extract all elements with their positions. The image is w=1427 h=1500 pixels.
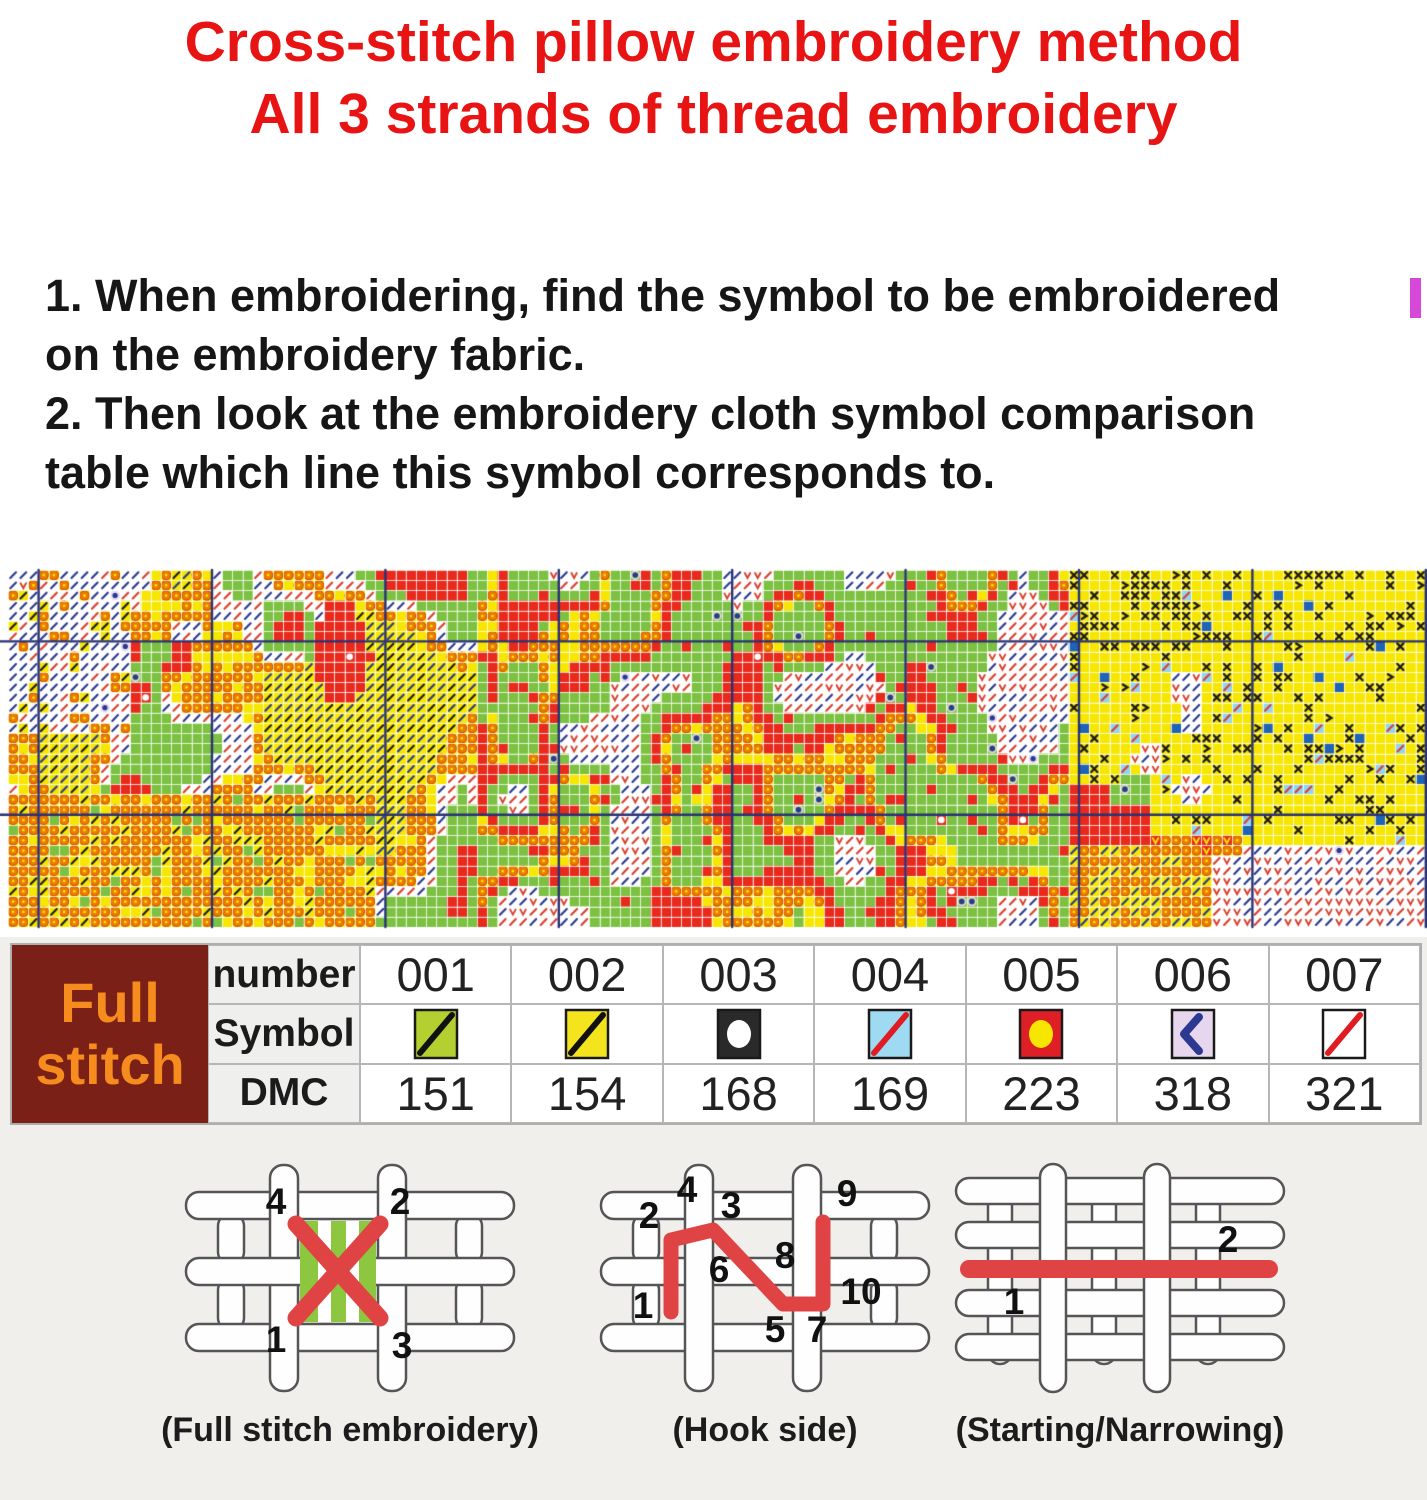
red-thread-path (663, 1214, 830, 1320)
stitch-number: 2 (1217, 1219, 1238, 1260)
instruction-line-4: table which line this symbol corresponds… (45, 447, 996, 498)
legend-symbol-cell (511, 1004, 663, 1064)
legend-dmc: 168 (662, 1063, 815, 1123)
legend-symbol-cell (965, 1004, 1118, 1064)
weave-stub (216, 1212, 245, 1266)
stitch-number: 6 (708, 1249, 729, 1290)
instruction-line-1: 1. When embroidering, find the symbol to… (45, 270, 1281, 321)
legend-number: 005 (965, 945, 1118, 1005)
legend-symbol-cell (1268, 1004, 1420, 1064)
instruction-line-3: 2. Then look at the embroidery cloth sym… (45, 388, 1256, 439)
stitch-number: 1 (632, 1285, 653, 1326)
stitch-number: 3 (720, 1185, 741, 1226)
legend-dmc: 169 (814, 1063, 966, 1123)
stitch-number: 2 (389, 1181, 410, 1222)
full-stitch-label-line1: Full (60, 970, 160, 1034)
weave-bar-horizontal (184, 1322, 515, 1353)
instructions-text: 1. When embroidering, find the symbol to… (45, 266, 1420, 502)
legend-number: 003 (662, 945, 815, 1005)
legend-symbol-swatch (867, 1008, 913, 1060)
legend-number: 001 (360, 945, 512, 1005)
legend-symbol-swatch (564, 1008, 610, 1060)
weave-stub (454, 1212, 483, 1266)
hook-side-weave-figure: 2 4 3 9 6 8 1 5 7 10 (599, 1163, 930, 1393)
legend-dmc: 318 (1117, 1063, 1269, 1123)
stitch-number: 8 (774, 1235, 795, 1276)
stitch-number: 5 (764, 1309, 785, 1350)
legend-symbol-swatch (413, 1008, 458, 1060)
red-cross-stitch (287, 1215, 388, 1327)
legend-symbol-cell (360, 1004, 512, 1064)
stitch-number: 1 (265, 1319, 286, 1360)
legend-number: 004 (814, 945, 966, 1005)
title-line-1: Cross-stitch pillow embroidery method (184, 10, 1243, 74)
stitch-number: 9 (836, 1173, 857, 1214)
full-stitch-label: Full stitch (12, 945, 208, 1123)
bottom-section: Full stitch number Symbol DMC 001 151 002 1… (0, 937, 1427, 1500)
symbol-legend-table: Full stitch number Symbol DMC 001 151 002 1… (10, 943, 1422, 1125)
cross-stitch-pattern-chart (0, 567, 1427, 937)
weave-bar-horizontal (954, 1332, 1285, 1362)
magenta-cursor-artifact (1410, 278, 1421, 318)
legend-symbol-swatch (1170, 1008, 1216, 1060)
stitch-number: 10 (840, 1271, 881, 1312)
legend-symbol-cell (1117, 1004, 1269, 1064)
weave-bar-horizontal (599, 1190, 930, 1221)
legend-dmc: 154 (511, 1063, 663, 1123)
row-header-symbol: Symbol (208, 1004, 360, 1064)
row-header-dmc: DMC (208, 1063, 360, 1123)
weave-bar-horizontal (954, 1176, 1285, 1206)
title-line-2: All 3 strands of thread embroidery (249, 82, 1178, 146)
diagram-caption-hook-side: (Hook side) (672, 1411, 858, 1449)
legend-number: 007 (1268, 945, 1420, 1005)
stitch-number: 4 (265, 1181, 286, 1222)
stitch-number: 3 (391, 1325, 412, 1366)
legend-symbol-swatch (716, 1008, 761, 1060)
weave-bar-vertical (683, 1163, 714, 1393)
weave-stub (869, 1212, 898, 1266)
diagram-caption-starting-narrowing: (Starting/Narrowing) (955, 1411, 1285, 1449)
red-thread-horizontal (959, 1260, 1278, 1278)
stitch-number: 4 (676, 1169, 697, 1210)
stitch-number: 2 (638, 1195, 659, 1236)
diagram-hook-side: 2 4 3 9 6 8 1 5 7 10 (Hook side) (555, 1162, 975, 1450)
weave-bar-horizontal (599, 1322, 930, 1353)
full-stitch-label-line2: stitch (35, 1032, 185, 1096)
legend-symbol-swatch (1322, 1008, 1367, 1060)
legend-number: 006 (1117, 945, 1269, 1005)
legend-symbol-swatch (1019, 1008, 1064, 1060)
instruction-line-2: on the embroidery fabric. (45, 329, 586, 380)
diagram-starting-narrowing: 1 2 (Starting/Narrowing) (900, 1162, 1340, 1450)
diagram-full-stitch: 4 2 1 3 (Full stitch embroidery) (130, 1162, 570, 1450)
weave-bar-horizontal (954, 1220, 1285, 1250)
starting-narrowing-weave-figure: 1 2 (954, 1162, 1285, 1394)
legend-dmc: 321 (1268, 1063, 1420, 1123)
full-stitch-weave-figure: 4 2 1 3 (184, 1163, 515, 1393)
legend-dmc: 151 (360, 1063, 512, 1123)
weave-bar-horizontal (184, 1190, 515, 1221)
legend-symbol-cell (814, 1004, 966, 1064)
page-title: Cross-stitch pillow embroidery method Al… (0, 6, 1427, 150)
weave-bar-horizontal (954, 1288, 1285, 1318)
stitch-number: 7 (806, 1309, 827, 1350)
legend-symbol-cell (662, 1004, 815, 1064)
stitch-number: 1 (1003, 1281, 1024, 1322)
row-header-number: number (208, 945, 360, 1005)
diagram-caption-full-stitch: (Full stitch embroidery) (161, 1411, 539, 1449)
legend-number: 002 (511, 945, 663, 1005)
legend-dmc: 223 (965, 1063, 1118, 1123)
